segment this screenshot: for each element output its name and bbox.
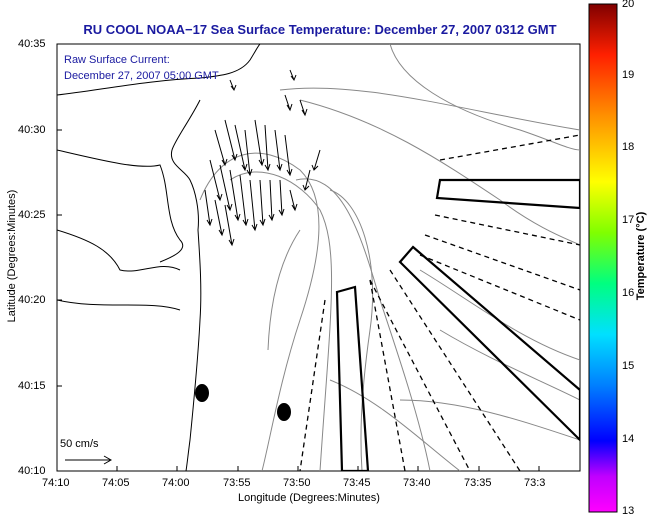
station-marker-2[interactable]: [277, 403, 291, 421]
x-tick-label: 73:40: [403, 477, 431, 489]
colorbar-tick: 15: [622, 360, 635, 372]
scale-arrow: [65, 455, 113, 465]
y-tick-label: 40:10: [18, 465, 46, 477]
plot-frame: [56, 43, 581, 472]
colorbar-tick: 18: [622, 141, 635, 153]
restricted-areas: [335, 178, 580, 471]
x-tick-label: 73:35: [464, 477, 492, 489]
station-marker-1[interactable]: [195, 384, 209, 402]
current-note-line1: Raw Surface Current:: [64, 54, 170, 66]
y-tick-label: 40:35: [18, 38, 46, 50]
x-tick-label: 74:05: [102, 477, 130, 489]
scale-label: 50 cm/s: [60, 438, 99, 450]
colorbar-tick: 19: [622, 69, 635, 81]
x-tick-label: 73:55: [223, 477, 251, 489]
x-tick-label: 73:50: [283, 477, 311, 489]
map-title: RU COOL NOAA−17 Sea Surface Temperature:…: [83, 22, 557, 37]
x-axis-label: Longitude (Degrees:Minutes): [238, 492, 380, 504]
y-axis-label: Latitude (Degrees:Minutes): [6, 189, 18, 323]
colorbar-tick: 17: [622, 214, 635, 226]
x-tick-label: 73:45: [343, 477, 371, 489]
colorbar-tick: 13: [622, 505, 635, 517]
colorbar-tick: 16: [622, 287, 635, 299]
y-tick-label: 40:25: [18, 209, 46, 221]
y-tick-label: 40:20: [18, 294, 46, 306]
x-tick-label: 74:00: [162, 477, 190, 489]
colorbar-tick: 20: [622, 0, 635, 10]
axis-tick-marks: [56, 43, 540, 472]
colorbar-tick: 14: [622, 433, 635, 445]
y-tick-label: 40:30: [18, 124, 46, 136]
surface-current-arrows: [204, 69, 321, 247]
current-note-line2: December 27, 2007 05:00 GMT: [64, 70, 219, 82]
temperature-colorbar: [588, 3, 618, 513]
y-tick-label: 40:15: [18, 380, 46, 392]
x-tick-label: 74:10: [42, 477, 70, 489]
x-tick-label: 73:3: [524, 477, 546, 489]
coastline: [57, 44, 261, 471]
colorbar-label: Temperature (°C): [635, 211, 647, 301]
survey-lines: [299, 134, 580, 471]
